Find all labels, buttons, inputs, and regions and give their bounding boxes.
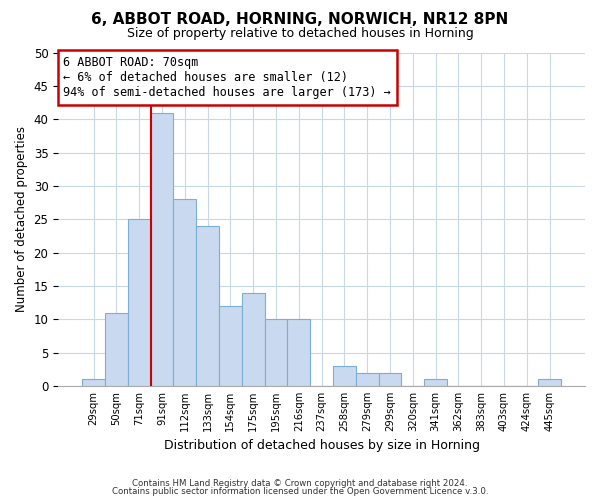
Bar xyxy=(151,112,173,386)
Text: 6 ABBOT ROAD: 70sqm
← 6% of detached houses are smaller (12)
94% of semi-detache: 6 ABBOT ROAD: 70sqm ← 6% of detached hou… xyxy=(64,56,391,99)
Bar xyxy=(356,372,379,386)
X-axis label: Distribution of detached houses by size in Horning: Distribution of detached houses by size … xyxy=(164,440,479,452)
Bar xyxy=(287,319,310,386)
Bar xyxy=(196,226,219,386)
Text: Size of property relative to detached houses in Horning: Size of property relative to detached ho… xyxy=(127,28,473,40)
Text: Contains public sector information licensed under the Open Government Licence v.: Contains public sector information licen… xyxy=(112,487,488,496)
Bar xyxy=(379,372,401,386)
Bar xyxy=(242,292,265,386)
Bar xyxy=(173,199,196,386)
Bar xyxy=(128,219,151,386)
Bar xyxy=(424,380,447,386)
Y-axis label: Number of detached properties: Number of detached properties xyxy=(15,126,28,312)
Bar xyxy=(333,366,356,386)
Bar xyxy=(538,380,561,386)
Bar xyxy=(105,312,128,386)
Bar xyxy=(82,380,105,386)
Text: Contains HM Land Registry data © Crown copyright and database right 2024.: Contains HM Land Registry data © Crown c… xyxy=(132,478,468,488)
Bar xyxy=(219,306,242,386)
Text: 6, ABBOT ROAD, HORNING, NORWICH, NR12 8PN: 6, ABBOT ROAD, HORNING, NORWICH, NR12 8P… xyxy=(91,12,509,28)
Bar xyxy=(265,319,287,386)
